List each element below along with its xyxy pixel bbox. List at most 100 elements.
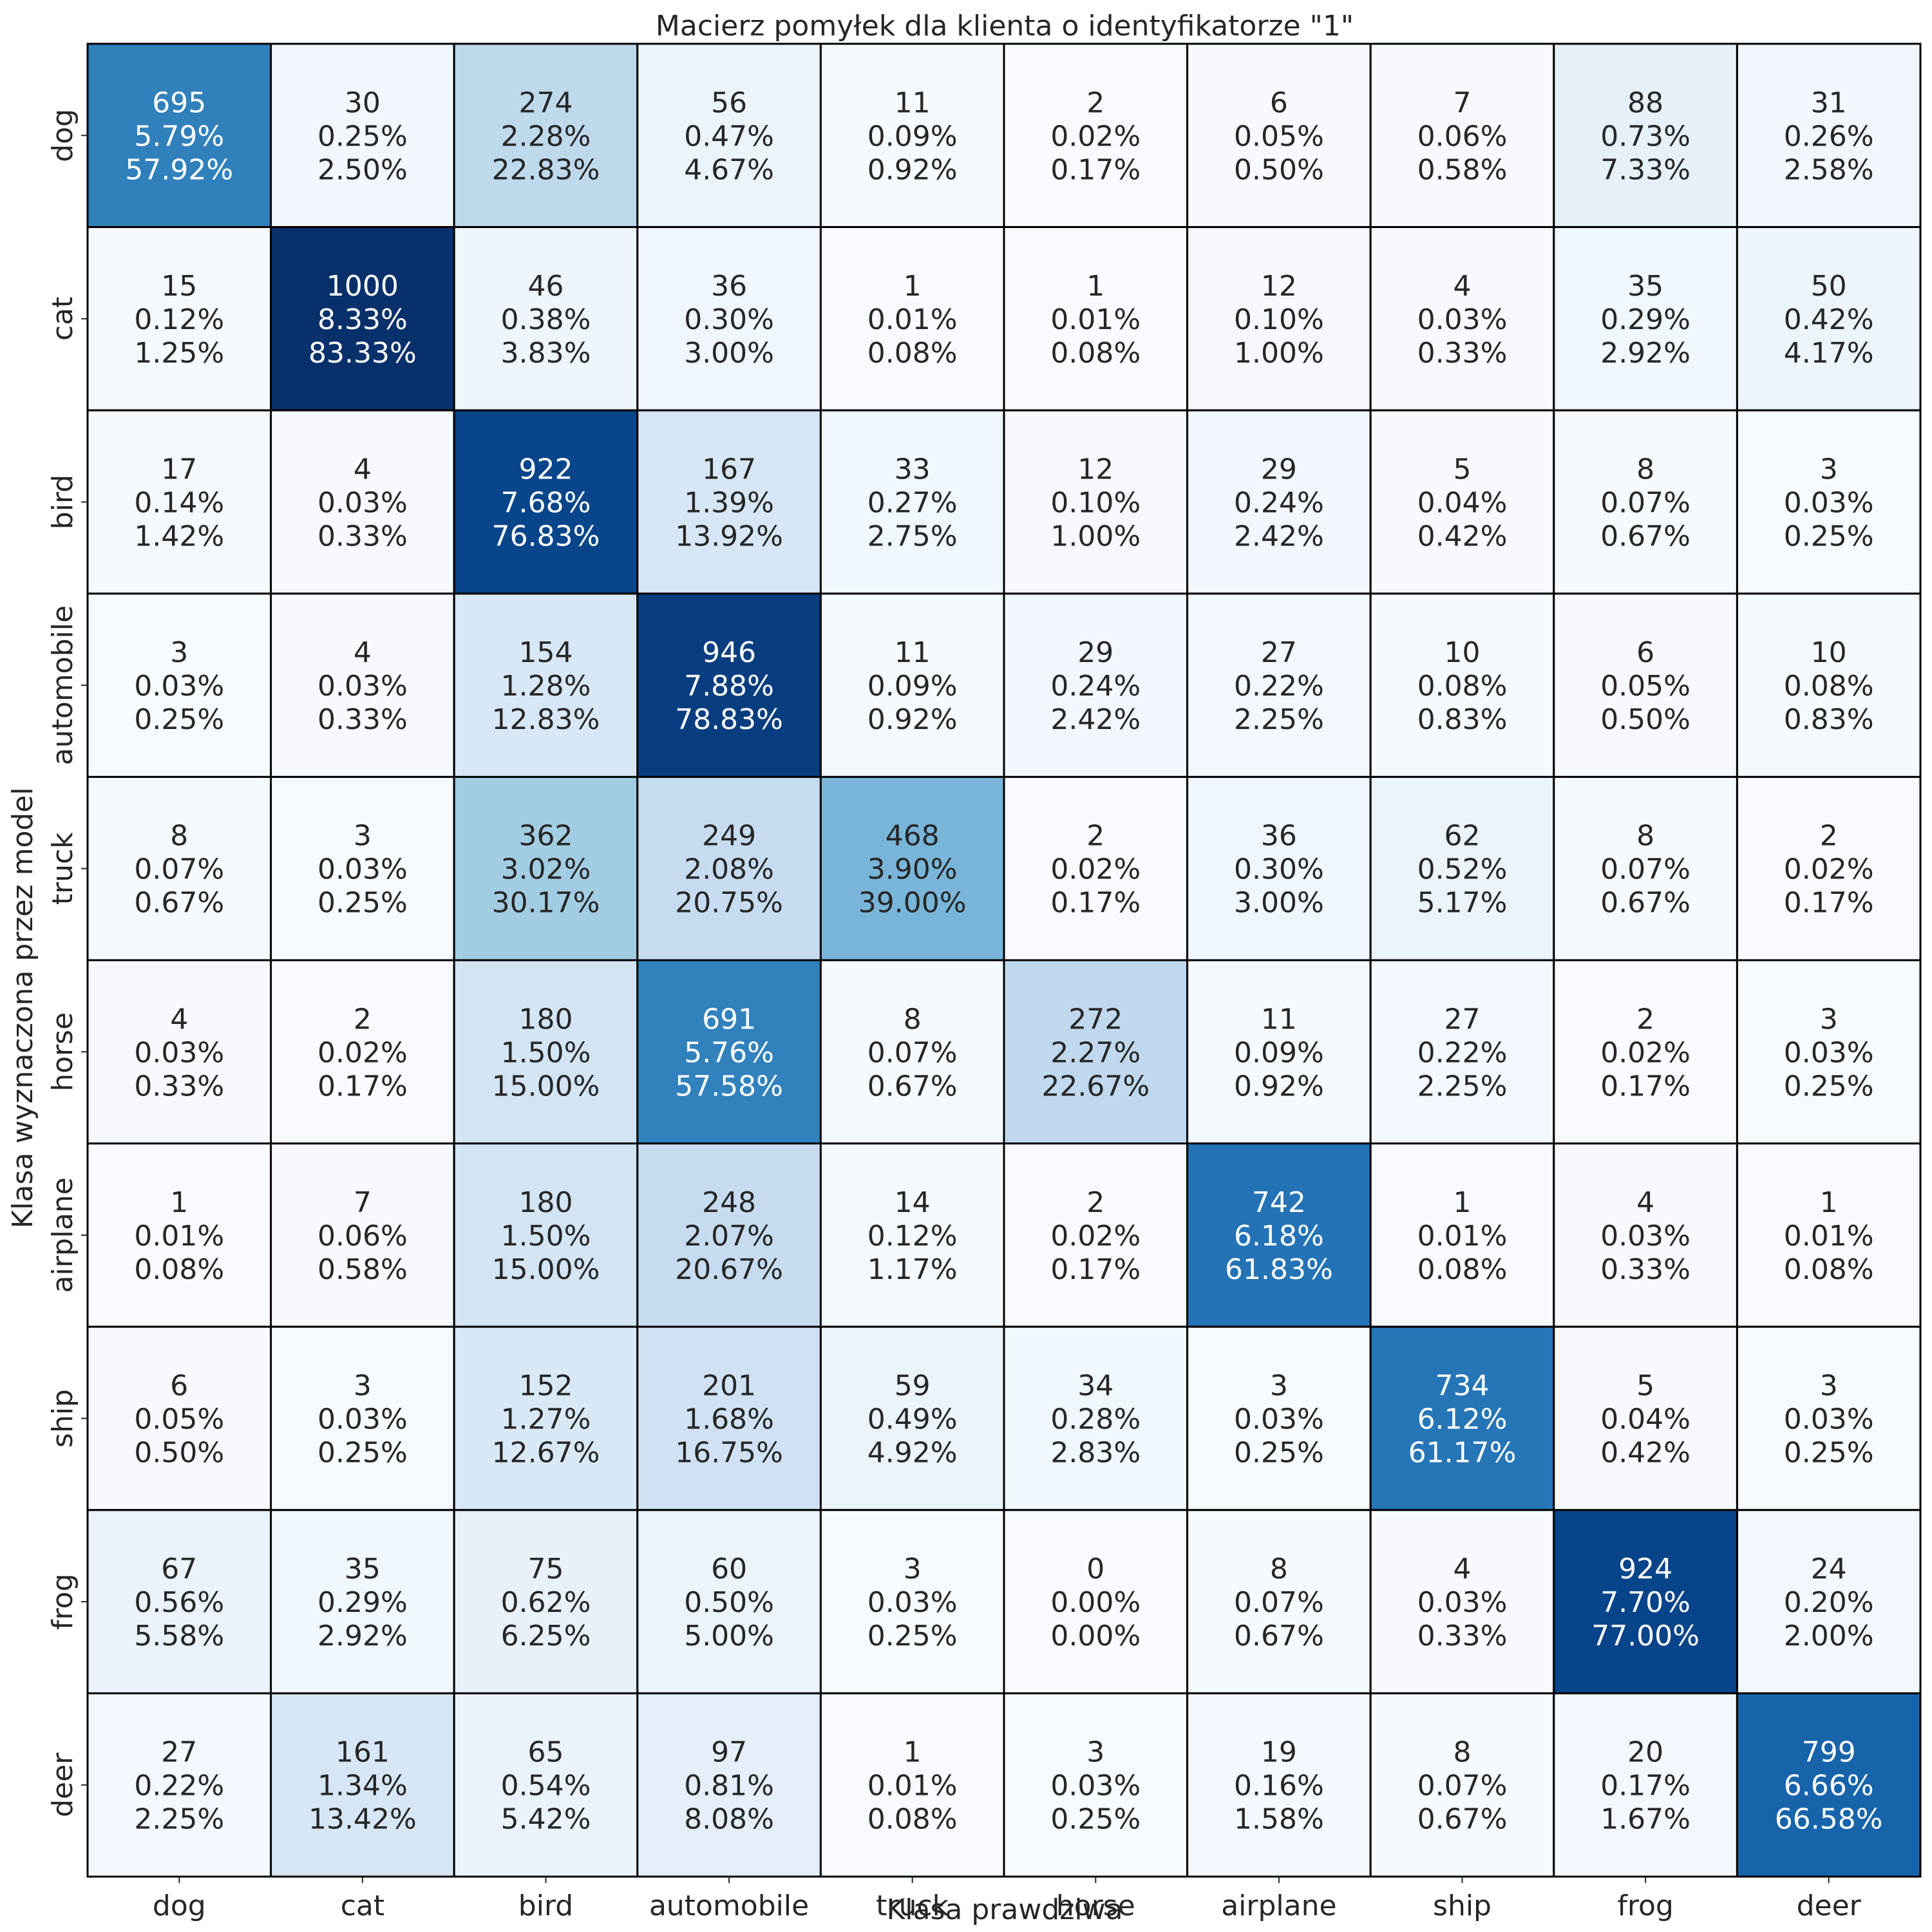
cell-total-percent-label: 6.18% [1234, 1220, 1324, 1253]
cell-class-percent-label: 2.58% [1784, 153, 1874, 186]
cell-count-label: 12 [1077, 453, 1113, 486]
cell-count-label: 201 [702, 1370, 756, 1403]
heatmap-cell [1003, 226, 1189, 412]
heatmap-cell [819, 959, 1005, 1145]
cell-count-label: 272 [1068, 1003, 1122, 1036]
cell-class-percent-label: 8.08% [684, 1803, 774, 1836]
cell-total-percent-label: 1.27% [501, 1403, 591, 1436]
cell-total-percent-label: 0.03% [317, 853, 408, 886]
cell-total-percent-label: 0.54% [501, 1770, 591, 1803]
cell-total-percent-label: 0.07% [1600, 853, 1690, 886]
cell-count-label: 15 [161, 270, 197, 303]
heatmap-cell [1186, 1142, 1372, 1328]
cell-count-label: 2 [1820, 820, 1838, 853]
heatmap-cells [86, 43, 1922, 1878]
cell-count-label: 2 [1086, 820, 1104, 853]
heatmap-cell [86, 43, 272, 229]
cell-count-label: 46 [528, 270, 564, 303]
cell-count-label: 7 [1454, 86, 1472, 119]
cell-total-percent-label: 2.07% [684, 1220, 774, 1253]
heatmap-cell [1736, 592, 1922, 778]
heatmap-cell [1186, 1325, 1372, 1511]
cell-count-label: 3 [354, 1370, 372, 1403]
heatmap-cell [86, 1692, 272, 1878]
cell-count-label: 924 [1618, 1553, 1672, 1586]
cell-class-percent-label: 39.00% [858, 887, 967, 920]
heatmap-cell [270, 775, 455, 961]
cell-class-percent-label: 0.92% [867, 153, 958, 186]
cell-class-percent-label: 22.67% [1041, 1070, 1150, 1103]
cell-count-label: 11 [1261, 1003, 1297, 1036]
cell-class-percent-label: 1.42% [134, 520, 224, 553]
heatmap-cell [1369, 959, 1555, 1145]
cell-count-label: 31 [1811, 86, 1847, 119]
cell-class-percent-label: 0.92% [867, 703, 958, 736]
cell-count-label: 60 [711, 1553, 747, 1586]
heatmap-cell [1369, 226, 1555, 412]
cell-total-percent-label: 0.02% [317, 1036, 408, 1069]
cell-count-label: 4 [170, 1003, 188, 1036]
cell-count-label: 75 [528, 1553, 564, 1586]
cell-count-label: 167 [702, 453, 756, 486]
cell-count-label: 1 [1086, 270, 1104, 303]
cell-total-percent-label: 0.07% [1234, 1586, 1324, 1619]
cell-class-percent-label: 3.83% [501, 337, 591, 370]
cell-class-percent-label: 3.00% [1234, 887, 1324, 920]
cell-total-percent-label: 1.39% [684, 487, 774, 520]
cell-count-label: 27 [1261, 636, 1297, 669]
heatmap-cell [1553, 775, 1738, 961]
cell-class-percent-label: 2.00% [1784, 1620, 1874, 1653]
cell-class-percent-label: 0.67% [1600, 520, 1690, 553]
cell-total-percent-label: 0.03% [1600, 1220, 1690, 1253]
cell-class-percent-label: 4.17% [1784, 337, 1874, 370]
cell-count-label: 742 [1252, 1186, 1306, 1219]
cell-class-percent-label: 20.75% [675, 887, 783, 920]
cell-total-percent-label: 0.81% [684, 1770, 774, 1803]
heatmap-cell [1736, 1325, 1922, 1511]
cell-class-percent-label: 0.33% [1417, 337, 1508, 370]
cell-total-percent-label: 0.14% [134, 487, 224, 520]
cell-total-percent-label: 0.03% [134, 1036, 224, 1069]
cell-count-label: 12 [1261, 270, 1297, 303]
cell-total-percent-label: 0.02% [1050, 1220, 1141, 1253]
cell-class-percent-label: 13.92% [675, 520, 783, 553]
heatmap-cell [636, 1142, 822, 1328]
cell-class-percent-label: 7.33% [1600, 153, 1690, 186]
cell-class-percent-label: 13.42% [308, 1803, 417, 1836]
cell-class-percent-label: 0.17% [1050, 153, 1141, 186]
cell-total-percent-label: 0.30% [1234, 853, 1324, 886]
heatmap-cell [636, 1325, 822, 1511]
cell-count-label: 24 [1811, 1553, 1847, 1586]
cell-class-percent-label: 2.25% [1234, 703, 1324, 736]
cell-class-percent-label: 4.92% [867, 1437, 958, 1470]
cell-class-percent-label: 1.25% [134, 337, 224, 370]
cell-class-percent-label: 0.00% [1050, 1620, 1141, 1653]
cell-count-label: 11 [895, 86, 931, 119]
cell-class-percent-label: 0.17% [317, 1070, 408, 1103]
x-tick-label: deer [1797, 1889, 1862, 1922]
heatmap-cell [1186, 43, 1372, 229]
cell-class-percent-label: 1.00% [1050, 520, 1141, 553]
cell-class-percent-label: 0.17% [1050, 887, 1141, 920]
y-tick-label: deer [46, 1752, 79, 1817]
cell-total-percent-label: 0.24% [1234, 487, 1324, 520]
cell-count-label: 29 [1261, 453, 1297, 486]
cell-class-percent-label: 2.50% [317, 153, 408, 186]
heatmap-cell [453, 43, 639, 229]
cell-class-percent-label: 0.58% [317, 1253, 408, 1286]
x-tick-labels: dog cat bird automobile truck horse airplane sh… [153, 1877, 1862, 1922]
cell-total-percent-label: 0.62% [501, 1586, 591, 1619]
cell-total-percent-label: 0.03% [1234, 1403, 1324, 1436]
cell-total-percent-label: 0.20% [1784, 1586, 1874, 1619]
cell-total-percent-label: 0.10% [1050, 487, 1141, 520]
cell-class-percent-label: 1.58% [1234, 1803, 1324, 1836]
cell-class-percent-label: 0.33% [1600, 1253, 1690, 1286]
cell-class-percent-label: 0.08% [867, 1803, 958, 1836]
cell-total-percent-label: 0.08% [1784, 670, 1874, 703]
cell-total-percent-label: 0.03% [1784, 1403, 1874, 1436]
cell-class-percent-label: 0.83% [1784, 703, 1874, 736]
heatmap-cell [1736, 43, 1922, 229]
heatmap-cell [1003, 1325, 1189, 1511]
cell-count-label: 8 [1454, 1736, 1472, 1769]
heatmap-cell [1553, 1509, 1738, 1694]
